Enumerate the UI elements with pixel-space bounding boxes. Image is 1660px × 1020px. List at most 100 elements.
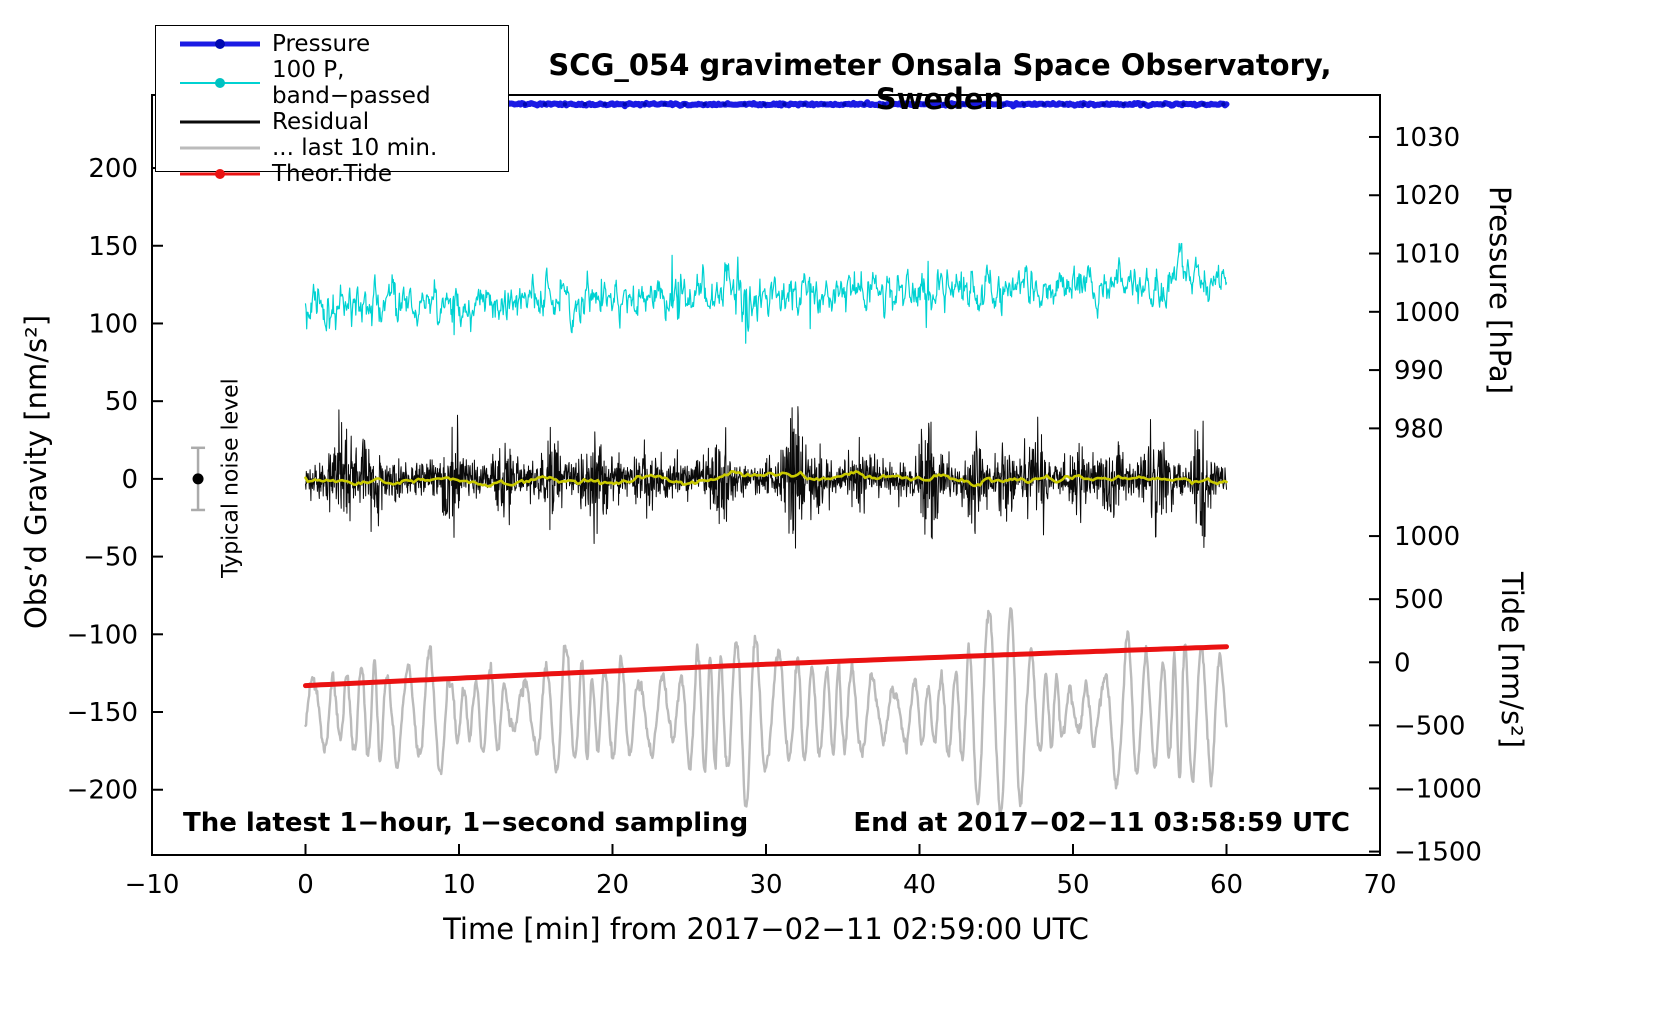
pressure-marker-dot — [1061, 102, 1067, 107]
legend-line-sample — [180, 115, 260, 129]
pressure-marker-dot — [522, 102, 528, 107]
pressure-marker-dot — [1141, 102, 1146, 107]
pressure-marker-dot — [1221, 102, 1226, 107]
legend-marker-dot — [215, 78, 225, 88]
pressure-marker-dot — [1001, 102, 1007, 107]
pressure-marker-dot — [842, 102, 847, 107]
x-tick-label: 20 — [596, 870, 629, 900]
tide-tick-label: −1000 — [1394, 774, 1482, 804]
sampling-note: The latest 1−hour, 1−second sampling — [183, 808, 749, 838]
pressure-tick-label: 1000 — [1394, 298, 1460, 328]
pressure-marker-dot — [1181, 102, 1186, 107]
pressure-marker-dot — [1101, 102, 1106, 107]
legend-marker-dot — [215, 39, 225, 49]
pressure-marker-dot — [1161, 102, 1166, 107]
pressure-marker-dot — [921, 102, 927, 107]
series-theor-tide — [303, 644, 1229, 689]
tide-tick-label: −1500 — [1394, 838, 1482, 868]
pressure-marker-dot — [822, 102, 827, 107]
series-residual — [305, 406, 1227, 549]
pressure-marker-dot — [722, 102, 727, 107]
left-tick-label: −100 — [67, 620, 138, 650]
pressure-marker-dot — [1201, 102, 1206, 107]
x-tick-label: 50 — [1056, 870, 1089, 900]
x-tick-label: 40 — [903, 870, 936, 900]
pressure-tick-label: 1030 — [1394, 123, 1460, 153]
pressure-marker-dot — [941, 102, 947, 107]
left-tick-label: −150 — [67, 698, 138, 728]
pressure-marker-dot — [882, 102, 887, 107]
x-tick-label: −10 — [125, 870, 180, 900]
end-time-note: End at 2017−02−11 03:58:59 UTC — [853, 808, 1350, 838]
left-axis-label: Obs’d Gravity [nm/s²] — [19, 314, 53, 630]
x-tick-label: 10 — [442, 870, 475, 900]
chart-title: SCG_054 gravimeter Onsala Space Observat… — [548, 48, 1332, 116]
pressure-marker-dot — [1121, 102, 1126, 107]
noise-marker-dot — [192, 473, 204, 485]
x-tick-label: 30 — [749, 870, 782, 900]
pressure-marker-dot — [802, 102, 807, 107]
legend-item-label: Residual — [272, 109, 370, 135]
series-last-10-min — [304, 607, 1228, 816]
legend-marker-dot — [215, 169, 225, 179]
pressure-tick-label: 1020 — [1394, 181, 1460, 211]
legend-line-sample — [180, 76, 260, 90]
left-tick-label: −50 — [83, 543, 138, 573]
legend-item: Theor.Tide — [156, 161, 508, 187]
legend-line-sample — [180, 37, 260, 51]
pressure-marker-dot — [682, 102, 687, 107]
legend: Pressure 100 P, band−passed Residual... la… — [155, 25, 509, 187]
series-100-p-band-passed — [304, 242, 1228, 344]
x-tick-label: 0 — [297, 870, 314, 900]
tide-axis-label: Tide [nm/s²] — [1495, 571, 1529, 749]
pressure-marker-dot — [901, 102, 907, 107]
series-residual-smoothed — [304, 469, 1228, 488]
pressure-marker-dot — [582, 102, 588, 107]
legend-item-label: ... last 10 min. — [272, 135, 438, 161]
x-axis-label: Time [min] from 2017−02−11 02:59:00 UTC — [443, 912, 1089, 946]
left-tick-label: −200 — [67, 776, 138, 806]
pressure-marker-dot — [981, 102, 987, 107]
legend-line-sample — [180, 141, 260, 155]
pressure-marker-dot — [702, 102, 707, 107]
series-layer — [302, 99, 1230, 816]
left-tick-label: 100 — [88, 309, 138, 339]
tide-tick-label: −500 — [1394, 711, 1465, 741]
pressure-axis-label: Pressure [hPa] — [1483, 185, 1517, 395]
legend-item: Pressure — [156, 31, 508, 57]
pressure-marker-dot — [862, 102, 867, 107]
pressure-marker-dot — [1041, 102, 1047, 107]
x-tick-label: 70 — [1363, 870, 1396, 900]
pressure-marker-dot — [782, 102, 787, 107]
tide-tick-label: 1000 — [1394, 522, 1460, 552]
pressure-tick-label: 980 — [1394, 414, 1444, 444]
left-tick-label: 200 — [88, 154, 138, 184]
pressure-marker-dot — [562, 102, 568, 107]
legend-item: Residual — [156, 109, 508, 135]
left-tick-label: 50 — [105, 387, 138, 417]
pressure-marker-dot — [542, 102, 548, 107]
legend-item: 100 P, band−passed — [156, 57, 508, 109]
legend-item-label: Theor.Tide — [272, 161, 392, 187]
pressure-marker-dot — [642, 102, 647, 107]
tide-tick-label: 0 — [1394, 648, 1411, 678]
noise-level-label: Typical noise level — [218, 378, 244, 578]
pressure-marker-dot — [961, 102, 967, 107]
pressure-marker-dot — [1081, 102, 1086, 107]
legend-line-sample — [180, 167, 260, 181]
legend-item: ... last 10 min. — [156, 135, 508, 161]
tide-tick-label: 500 — [1394, 585, 1444, 615]
pressure-marker-dot — [602, 102, 607, 107]
left-tick-label: 0 — [121, 465, 138, 495]
legend-item-label: Pressure — [272, 31, 371, 57]
pressure-tick-label: 1010 — [1394, 240, 1460, 270]
pressure-marker-dot — [742, 102, 747, 107]
pressure-tick-label: 990 — [1394, 356, 1444, 386]
pressure-marker-dot — [622, 102, 627, 107]
left-tick-label: 150 — [88, 232, 138, 262]
pressure-marker-dot — [662, 102, 667, 107]
x-tick-label: 60 — [1210, 870, 1243, 900]
pressure-marker-dot — [1021, 102, 1027, 107]
legend-item-label: 100 P, band−passed — [272, 57, 431, 109]
